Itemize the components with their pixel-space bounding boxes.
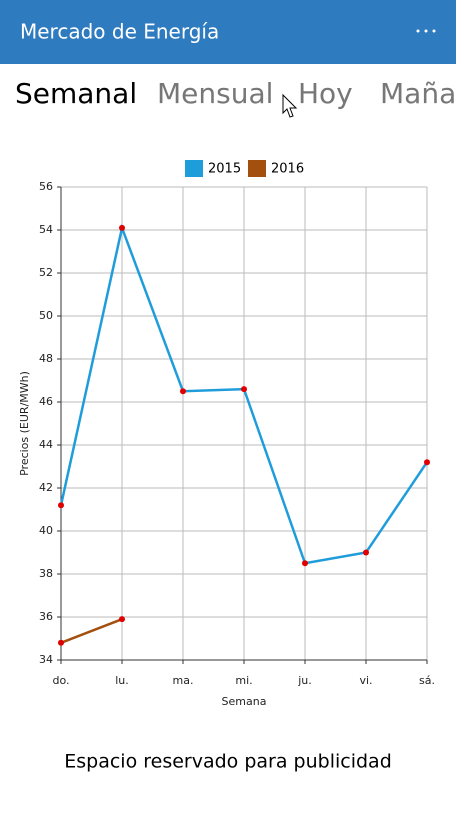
tab[interactable]: Semanal bbox=[15, 77, 137, 110]
legend-swatch bbox=[248, 160, 266, 177]
tab[interactable]: Maña bbox=[380, 77, 456, 110]
y-tick-label: 44 bbox=[39, 438, 53, 451]
data-point bbox=[424, 459, 430, 466]
tab[interactable]: Hoy bbox=[298, 77, 353, 110]
ad-placeholder: Espacio reservado para publicidad bbox=[64, 751, 392, 773]
data-point bbox=[363, 549, 369, 556]
data-point bbox=[241, 386, 247, 393]
y-tick-label: 40 bbox=[39, 524, 53, 537]
mouse-cursor bbox=[282, 93, 298, 118]
app-bar bbox=[0, 0, 456, 64]
y-tick-label: 50 bbox=[39, 309, 53, 322]
x-axis-label: Semana bbox=[222, 695, 267, 708]
x-tick-label: ju. bbox=[297, 674, 312, 687]
x-tick-label: lu. bbox=[115, 674, 129, 687]
x-tick-label: ma. bbox=[173, 674, 194, 687]
app-title: Mercado de Energía bbox=[20, 20, 219, 44]
y-tick-label: 36 bbox=[39, 610, 53, 623]
legend-label: 2016 bbox=[271, 162, 304, 177]
data-point bbox=[58, 502, 64, 509]
y-tick-label: 38 bbox=[39, 567, 53, 580]
data-point bbox=[180, 388, 186, 395]
y-tick-label: 34 bbox=[39, 653, 53, 666]
y-tick-label: 56 bbox=[39, 180, 53, 193]
x-tick-label: do. bbox=[52, 674, 69, 687]
y-tick-label: 52 bbox=[39, 266, 53, 279]
y-tick-label: 42 bbox=[39, 481, 53, 494]
data-point bbox=[302, 560, 308, 567]
legend-swatch bbox=[185, 160, 203, 177]
tab[interactable]: Mensual bbox=[157, 77, 273, 110]
x-tick-label: mi. bbox=[235, 674, 252, 687]
y-axis-label: Precios (EUR/MWh) bbox=[18, 371, 31, 476]
chart: 34 36 38 40 42 44 46 48 50 52 54 56 do. lu. ma. mi. ju. v… bbox=[18, 160, 435, 708]
series-line bbox=[60, 617, 123, 644]
y-tick-label: 48 bbox=[39, 352, 53, 365]
legend-label: 2015 bbox=[208, 162, 241, 177]
more-button[interactable] bbox=[416, 29, 436, 33]
data-point bbox=[58, 639, 64, 646]
x-tick-label: vi. bbox=[359, 674, 372, 687]
y-tick-label: 46 bbox=[39, 395, 53, 408]
x-tick-label: sá. bbox=[419, 674, 435, 687]
data-point bbox=[119, 224, 125, 231]
data-point bbox=[119, 616, 125, 623]
y-tick-label: 54 bbox=[39, 223, 53, 236]
